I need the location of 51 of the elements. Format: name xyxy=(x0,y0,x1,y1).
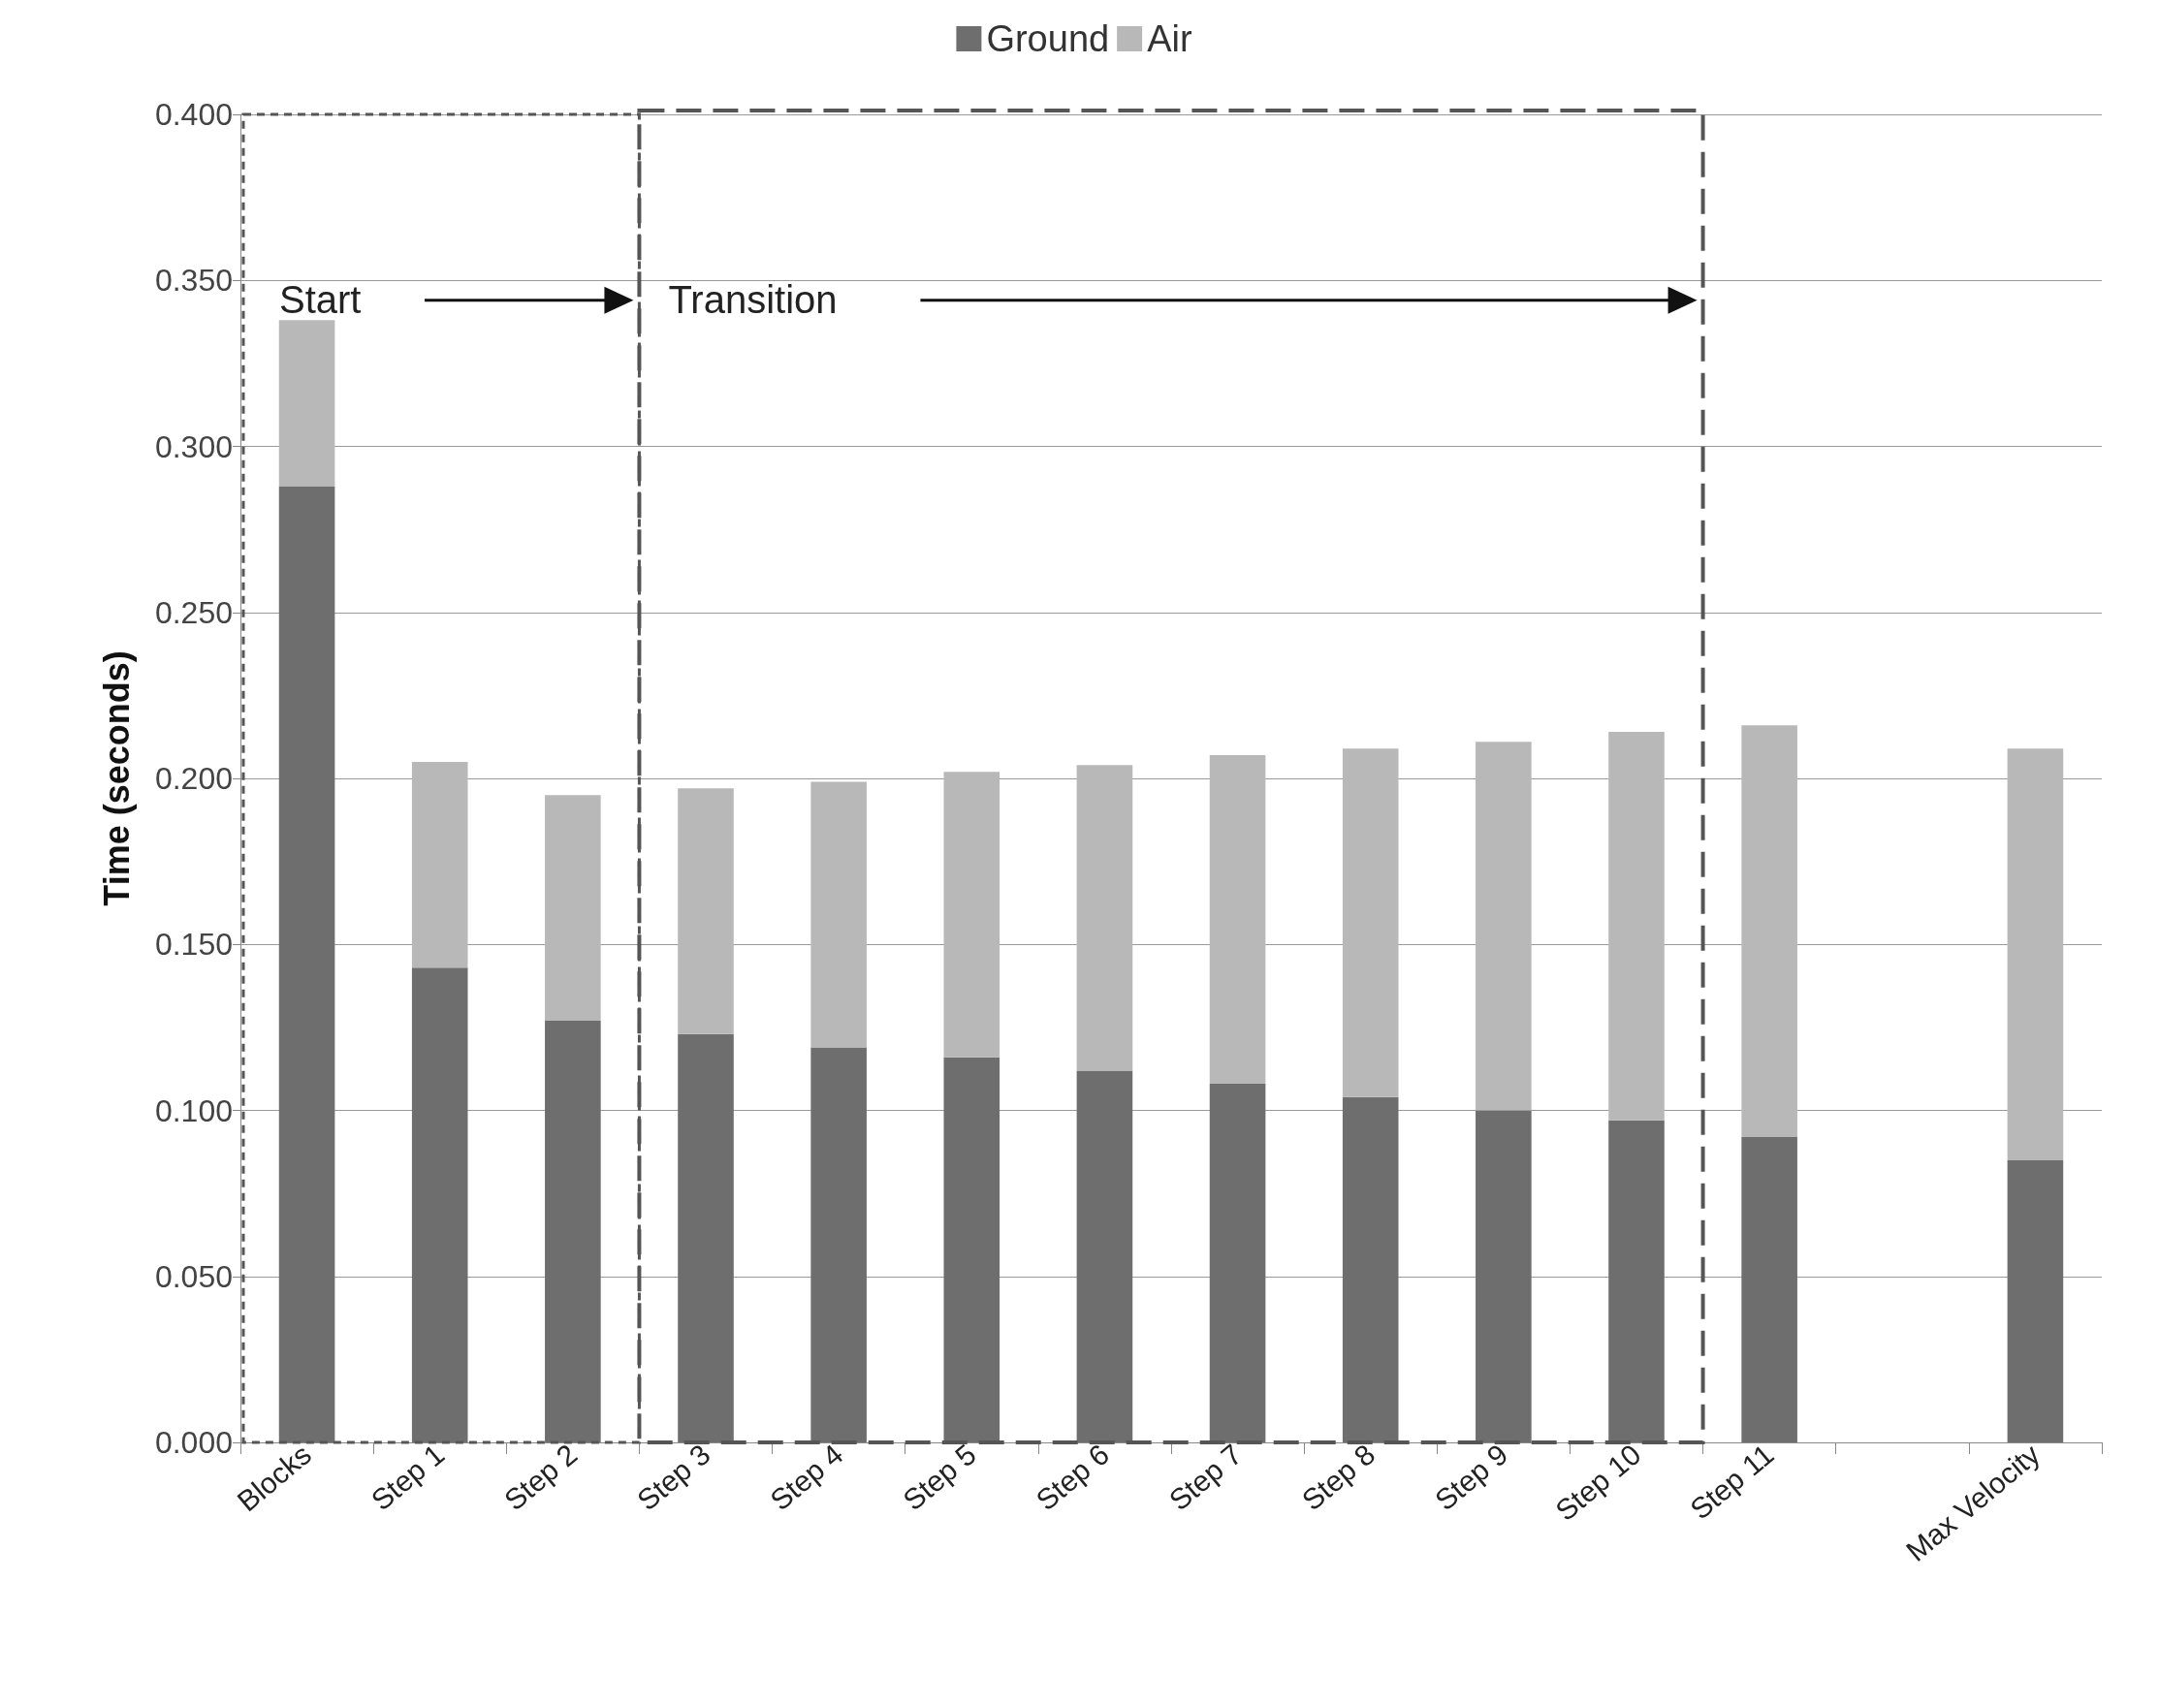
legend-label: Air xyxy=(1147,18,1192,59)
bar xyxy=(1076,1070,1133,1442)
y-tick-label: 0.200 xyxy=(154,761,233,796)
y-tick-label: 0.250 xyxy=(154,594,233,630)
bar xyxy=(545,795,601,1022)
y-tick-label: 0.050 xyxy=(154,1258,233,1294)
y-tick-label: 0.000 xyxy=(154,1425,233,1460)
bar xyxy=(411,967,468,1442)
x-tick-label: Step 3 xyxy=(630,1438,716,1517)
bar xyxy=(1741,1136,1797,1442)
x-tick-label: Step 10 xyxy=(1549,1438,1647,1528)
bar xyxy=(1608,732,1665,1121)
bar xyxy=(943,772,1000,1058)
bar xyxy=(678,788,734,1034)
bar xyxy=(810,1047,867,1442)
bar xyxy=(1342,1096,1399,1442)
y-tick-label: 0.150 xyxy=(154,927,233,963)
y-axis-title: Time (seconds) xyxy=(96,650,137,906)
bar xyxy=(278,320,335,487)
bar xyxy=(678,1033,734,1442)
bar xyxy=(810,781,867,1048)
x-tick-label: Step 9 xyxy=(1428,1438,1514,1517)
x-tick-label: Step 4 xyxy=(764,1438,849,1517)
x-tick-label: Step 2 xyxy=(497,1438,584,1517)
x-tick-label: Step 11 xyxy=(1684,1438,1780,1526)
y-tick-label: 0.100 xyxy=(154,1092,233,1128)
bar xyxy=(1476,1110,1532,1442)
bar xyxy=(2007,1159,2064,1442)
legend-label: Ground xyxy=(986,18,1110,59)
bar xyxy=(2007,748,2064,1160)
bar xyxy=(278,486,335,1442)
y-tick-label: 0.350 xyxy=(154,263,233,299)
annotation: Transition xyxy=(668,277,838,321)
x-tick-label: Step 7 xyxy=(1162,1438,1249,1517)
x-tick-label: Step 1 xyxy=(365,1438,451,1517)
x-tick-label: Step 5 xyxy=(897,1438,982,1517)
bar xyxy=(1608,1120,1665,1442)
bar xyxy=(545,1021,601,1442)
bar xyxy=(1209,1084,1266,1442)
y-tick-label: 0.300 xyxy=(154,428,233,464)
x-tick-label: Step 6 xyxy=(1030,1438,1116,1517)
annotation: Start xyxy=(279,277,362,321)
bar xyxy=(1076,765,1133,1071)
bar xyxy=(1741,725,1797,1137)
y-tick-label: 0.400 xyxy=(154,97,233,132)
bar xyxy=(1476,742,1532,1111)
x-tick-label: Step 8 xyxy=(1295,1438,1381,1517)
bar xyxy=(1209,755,1266,1085)
bar xyxy=(411,761,468,968)
bar xyxy=(943,1057,1000,1442)
bar xyxy=(1342,748,1399,1097)
